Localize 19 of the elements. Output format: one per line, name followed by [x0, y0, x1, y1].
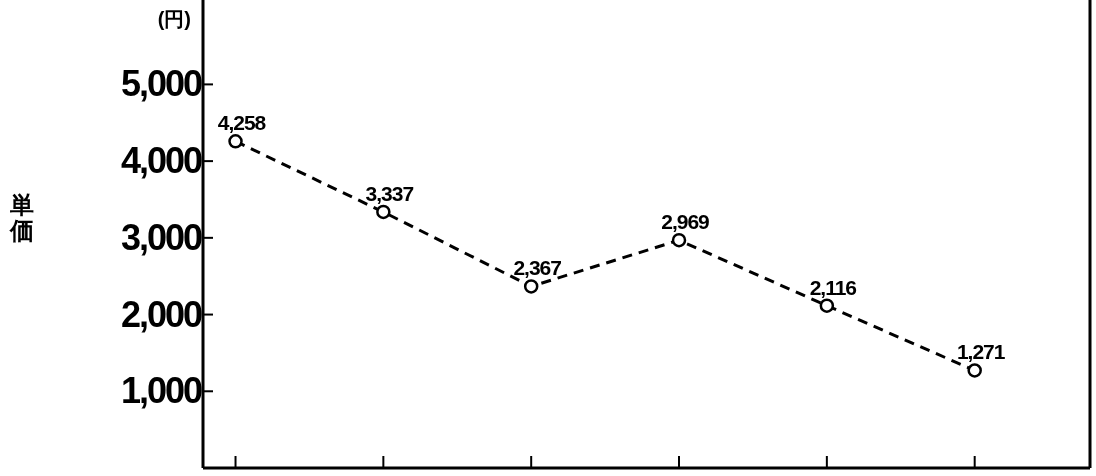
point [523, 279, 539, 294]
text: 1,271 [956, 340, 1005, 364]
text: (円) [157, 8, 191, 30]
text: 2,116 [809, 275, 857, 299]
text: 2,969 [661, 210, 709, 234]
point [819, 298, 835, 313]
y-tick-label: 2,000 [120, 293, 202, 335]
y-axis-title: 単価 [9, 191, 34, 244]
text: 4,258 [217, 111, 266, 135]
y-tick-label: 5,000 [120, 63, 202, 105]
text: 3,337 [365, 181, 414, 205]
text: 2,367 [513, 256, 561, 280]
point [228, 134, 243, 149]
point [376, 204, 391, 220]
y-tick-label: 1,000 [120, 370, 202, 412]
y-tick-label: 3,000 [120, 216, 202, 258]
y-tick-label: 4,000 [120, 140, 202, 182]
point [967, 363, 982, 378]
point [671, 232, 687, 248]
